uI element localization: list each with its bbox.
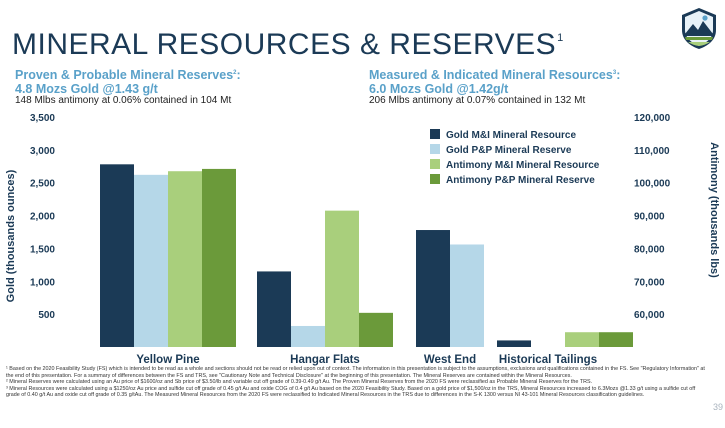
resources-heading-line2: 6.0 Mozs Gold @1.42g/t <box>369 82 509 97</box>
right-axis: 60,000 70,000 80,000 90,000 100,000 110,000 12… <box>634 113 671 321</box>
y2-tick-label: 120,000 <box>634 113 671 124</box>
bar <box>325 210 359 347</box>
bar <box>291 325 325 347</box>
reserves-heading-line1: Proven & Probable Mineral Reserves2: <box>15 68 241 83</box>
mountain-shield-icon <box>682 8 716 49</box>
y-tick-label: 3,500 <box>30 113 55 124</box>
legend-label: Antimony P&P Mineral Reserve <box>446 175 595 186</box>
legend-swatch <box>430 174 440 184</box>
footnote-3: ³ Mineral Resources were calculated usin… <box>6 385 696 399</box>
bar <box>134 174 168 347</box>
left-axis: 500 1,000 1,500 2,000 2,500 3,000 3,500 <box>30 113 55 321</box>
reserves-heading-line2: 4.8 Mozs Gold @1.43 g/t <box>15 82 158 97</box>
bar <box>599 332 633 347</box>
bars <box>100 164 633 347</box>
resources-subtext: 206 Mlbs antimony at 0.07% contained in … <box>369 95 586 106</box>
y-tick-label: 3,000 <box>30 146 55 157</box>
y-tick-label: 2,500 <box>30 179 55 190</box>
legend-swatch <box>430 159 440 169</box>
category-label: Historical Tailings <box>499 354 597 366</box>
y-tick-label: 1,500 <box>30 244 55 255</box>
reserves-footnote-ref: 2 <box>233 70 237 76</box>
y2-tick-label: 110,000 <box>634 146 670 157</box>
y-tick-label: 2,000 <box>30 212 55 223</box>
page-title: MINERAL RESOURCES & RESERVES1 <box>12 28 564 62</box>
y2-tick-label: 80,000 <box>634 244 665 255</box>
y2-tick-label: 100,000 <box>634 179 671 190</box>
footnote-1: ¹ Based on the 2020 Feasibility Study (F… <box>6 366 705 379</box>
page-number: 39 <box>712 402 723 412</box>
bar <box>202 168 236 347</box>
title-footnote-ref: 1 <box>557 32 564 44</box>
bar <box>416 230 450 347</box>
resources-chart: 500 1,000 1,500 2,000 2,500 3,000 3,500 60,000… <box>5 113 720 366</box>
title-text: MINERAL RESOURCES & RESERVES <box>12 28 557 61</box>
category-label: West End <box>424 354 476 366</box>
y-tick-label: 500 <box>38 310 55 321</box>
resources-heading-line1: Measured & Indicated Mineral Resources3: <box>369 68 621 83</box>
bar <box>450 244 484 347</box>
footnotes: ¹ Based on the 2020 Feasibility Study (F… <box>6 366 706 399</box>
legend: Gold M&I Mineral Resource Gold P&P Minera… <box>430 129 600 186</box>
legend-swatch <box>430 129 440 139</box>
bar <box>100 164 134 347</box>
y2-tick-label: 70,000 <box>634 277 665 288</box>
bar <box>257 271 291 347</box>
y2-tick-label: 60,000 <box>634 310 665 321</box>
y-tick-label: 1,000 <box>30 277 55 288</box>
resources-footnote-ref: 3 <box>612 70 617 76</box>
legend-label: Antimony M&I Mineral Resource <box>446 160 600 171</box>
footnote-2: ² Mineral Reserves were calculated using… <box>6 379 593 386</box>
y2-axis-label: Antimony (thousands lbs) <box>708 142 720 278</box>
bar <box>359 312 393 347</box>
y-axis-label: Gold (thousands ounces) <box>5 169 17 302</box>
legend-label: Gold M&I Mineral Resource <box>446 130 576 141</box>
category-labels: Yellow Pine Hangar Flats West End Historica… <box>136 354 597 366</box>
y2-tick-label: 90,000 <box>634 212 665 223</box>
bar <box>497 340 531 347</box>
category-label: Hangar Flats <box>290 354 360 366</box>
reserves-heading: Proven & Probable Mineral Reserves2: 4.8… <box>15 66 241 96</box>
reserves-subtext: 148 Mlbs antimony at 0.06% contained in … <box>15 95 232 106</box>
bar <box>565 332 599 347</box>
category-label: Yellow Pine <box>136 354 199 366</box>
bar <box>168 171 202 347</box>
legend-label: Gold P&P Mineral Reserve <box>446 145 572 156</box>
legend-swatch <box>430 144 440 154</box>
resources-heading: Measured & Indicated Mineral Resources3:… <box>369 66 620 96</box>
